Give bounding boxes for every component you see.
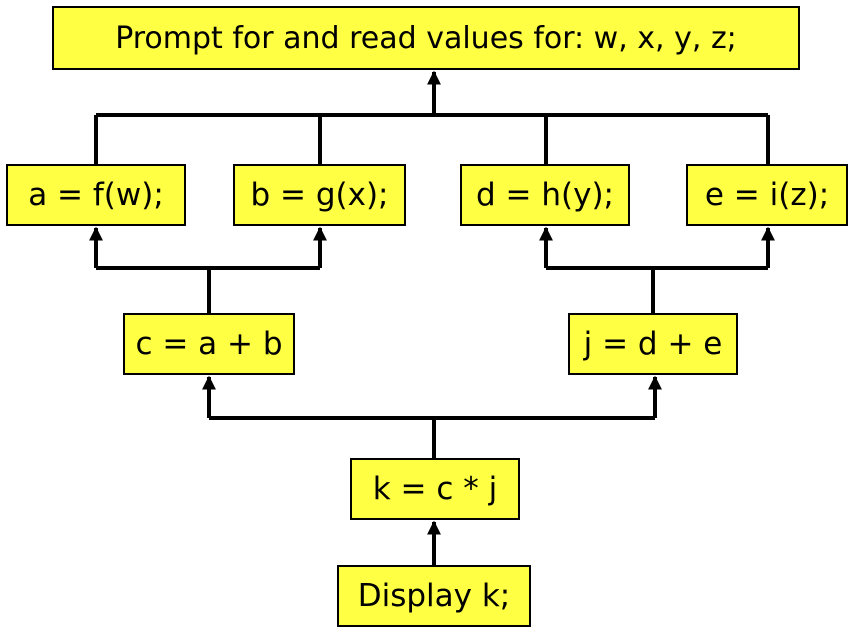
node-j: j = d + e <box>568 313 738 375</box>
prompt-node: Prompt for and read values for: w, x, y,… <box>52 6 800 70</box>
node-c: c = a + b <box>123 313 295 375</box>
node-k: k = c * j <box>350 458 520 520</box>
display-node: Display k; <box>337 565 531 627</box>
node-d: d = h(y); <box>460 164 630 226</box>
node-e: e = i(z); <box>686 164 848 226</box>
node-b: b = g(x); <box>233 164 406 226</box>
node-a: a = f(w); <box>6 164 186 226</box>
